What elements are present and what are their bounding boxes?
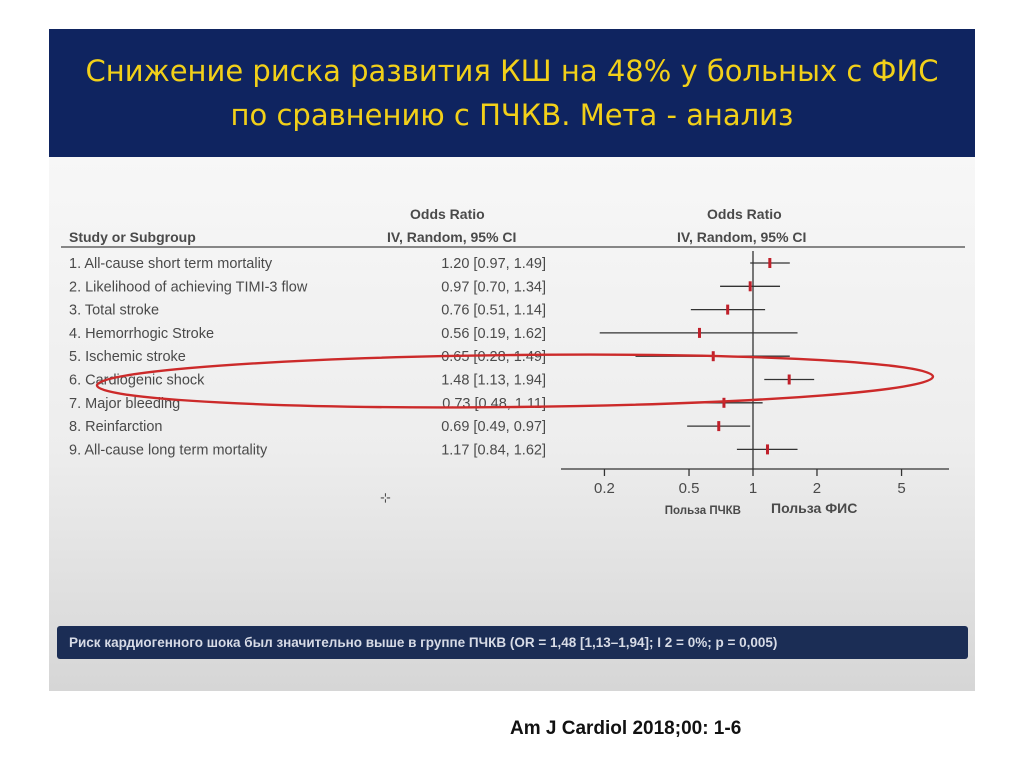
conclusion-banner: Риск кардиогенного шока был значительно … bbox=[57, 626, 968, 659]
study-label: 9. All-cause long term mortality bbox=[69, 442, 268, 458]
point-estimate bbox=[722, 397, 726, 408]
or-ci-value: 0.69 [0.49, 0.97] bbox=[441, 419, 546, 435]
favours-left-label: Польза ПЧКВ bbox=[665, 505, 741, 517]
or-ci-value: 0.97 [0.70, 1.34] bbox=[441, 279, 546, 295]
study-rows: 1. All-cause short term mortality 1.20 [0… bbox=[69, 256, 546, 458]
point-estimate bbox=[748, 281, 752, 292]
favours-right-label: Польза ФИС bbox=[771, 500, 857, 516]
study-label: 3. Total stroke bbox=[69, 303, 159, 319]
or-ci-value: 1.20 [0.97, 1.49] bbox=[441, 256, 546, 272]
point-estimate bbox=[765, 444, 769, 455]
title-bar: Снижение риска развития КШ на 48% у боль… bbox=[49, 29, 975, 157]
highlight-ellipse bbox=[95, 353, 935, 409]
study-label: 8. Reinfarction bbox=[69, 419, 163, 435]
x-tick-label: 0.5 bbox=[679, 480, 700, 497]
or-column-header-line1: Odds Ratio bbox=[410, 206, 485, 222]
point-estimate bbox=[768, 258, 772, 268]
study-label: 1. All-cause short term mortality bbox=[69, 256, 273, 272]
study-label: 6. Cardiogenic shock bbox=[69, 373, 205, 389]
x-tick-label: 0.2 bbox=[594, 480, 615, 497]
or-ci-value: 0.76 [0.51, 1.14] bbox=[441, 303, 546, 319]
x-axis: 0.2 0.5 1 2 5 Польза ПЧКВ Польза ФИС bbox=[561, 251, 949, 517]
study-label: 2. Likelihood of achieving TIMI-3 flow bbox=[69, 279, 308, 295]
slide-title: Снижение риска развития КШ на 48% у боль… bbox=[85, 54, 939, 132]
study-column-header: Study or Subgroup bbox=[69, 229, 196, 245]
point-estimate bbox=[717, 421, 721, 432]
x-tick-label: 5 bbox=[897, 480, 905, 497]
or-ci-value: 0.73 [0.48, 1.11] bbox=[442, 396, 546, 412]
conclusion-text: Риск кардиогенного шока был значительно … bbox=[69, 635, 778, 650]
x-tick-label: 2 bbox=[813, 480, 821, 497]
citation: Am J Cardiol 2018;00: 1-6 bbox=[510, 718, 742, 739]
study-label: 4. Hemorrhogic Stroke bbox=[69, 326, 214, 342]
or-column-header-line2: IV, Random, 95% CI bbox=[387, 229, 516, 245]
x-tick-label: 1 bbox=[749, 480, 757, 497]
forest-plot-panel: Odds Ratio IV, Random, 95% CI Study or S… bbox=[49, 157, 975, 691]
or-ci-value: 1.48 [1.13, 1.94] bbox=[441, 373, 546, 389]
or-ci-value: 0.56 [0.19, 1.62] bbox=[441, 326, 546, 342]
or-ci-value: 1.17 [0.84, 1.62] bbox=[441, 442, 546, 458]
plot-column-header-line2: IV, Random, 95% CI bbox=[677, 229, 806, 245]
point-estimate bbox=[697, 327, 701, 338]
or-ci-value: 0.65 [0.28, 1.49] bbox=[441, 349, 546, 365]
cursor-crosshair-icon: ⊹ bbox=[380, 490, 391, 505]
study-label: 7. Major bleeding bbox=[69, 396, 180, 412]
point-estimate bbox=[726, 304, 730, 315]
study-label: 5. Ischemic stroke bbox=[69, 349, 186, 365]
point-estimate bbox=[787, 374, 791, 385]
plot-column-header-line1: Odds Ratio bbox=[707, 206, 782, 222]
forest-plot: Odds Ratio IV, Random, 95% CI Study or S… bbox=[61, 206, 965, 517]
table-headers: Odds Ratio IV, Random, 95% CI Study or S… bbox=[61, 206, 965, 248]
